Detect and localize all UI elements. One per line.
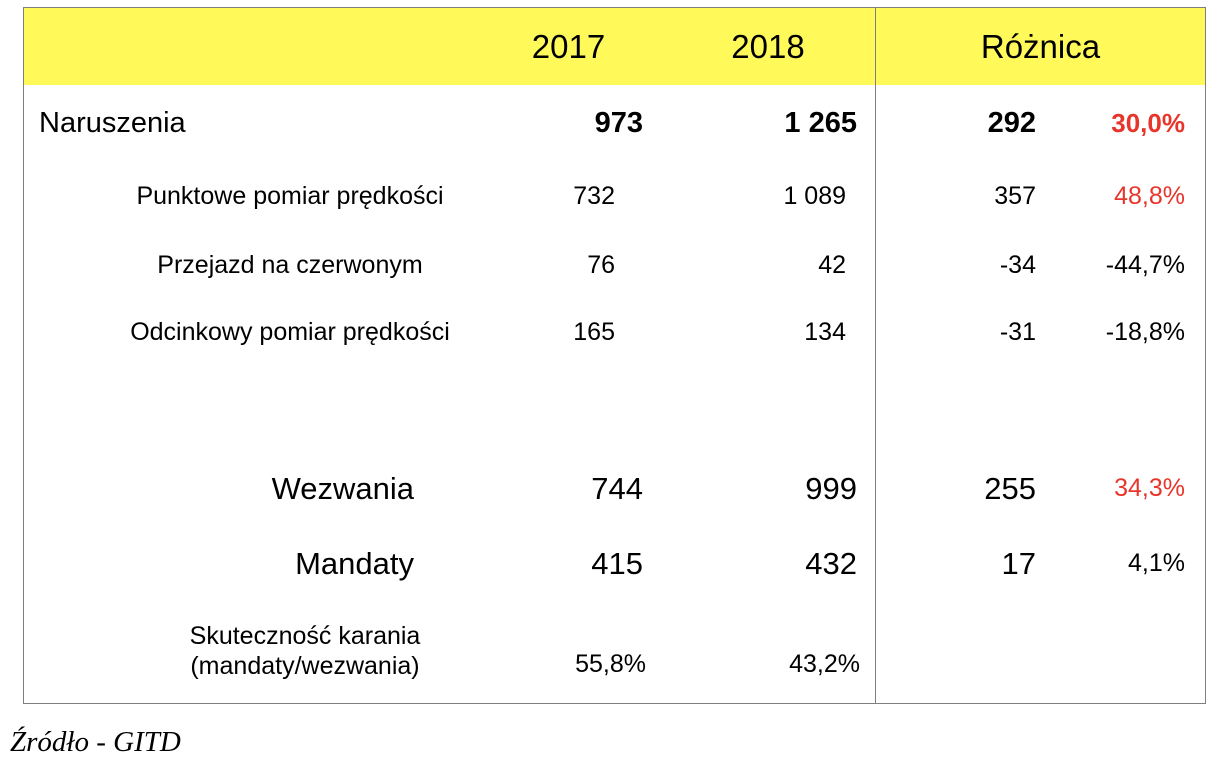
wezwania-2018: 999 (661, 451, 876, 526)
row-label-naruszenia: Naruszenia (39, 106, 186, 139)
header-2018: 2018 (661, 8, 876, 85)
odcinkowy-2018: 134 (661, 299, 876, 366)
mandaty-2017: 415 (591, 545, 643, 581)
naruszenia-2018: 1 265 (661, 85, 876, 161)
wezwania-pct: 34,3% (1114, 474, 1185, 502)
row-label-punktowe: Punktowe pomiar prędkości (136, 181, 444, 210)
skutecznosc-pct-empty (1056, 601, 1205, 703)
wezwania-2017: 744 (591, 470, 643, 506)
spacer-cell (876, 366, 1056, 451)
row-label-mandaty: Mandaty (295, 545, 414, 581)
punktowe-diff: 357 (994, 181, 1036, 210)
spacer-cell (476, 366, 661, 451)
spacer-cell (661, 366, 876, 451)
row-label-odcinkowy: Odcinkowy pomiar prędkości (130, 318, 450, 346)
spacer-cell (24, 366, 476, 451)
punktowe-2017: 732 (573, 181, 615, 210)
header-label-cell (24, 8, 476, 85)
source-caption: Źródło - GITD (10, 726, 181, 758)
mandaty-diff: 17 (1001, 545, 1036, 581)
naruszenia-2017: 973 (594, 106, 643, 139)
wezwania-diff: 255 (984, 470, 1036, 506)
punktowe-2018: 1 089 (661, 161, 876, 231)
przejazd-pct: -44,7% (1105, 250, 1185, 279)
przejazd-2017: 76 (587, 250, 615, 279)
skutecznosc-label-line1: Skuteczność karania (189, 622, 421, 650)
mandaty-2018: 432 (661, 526, 876, 601)
przejazd-2018: 42 (661, 231, 876, 299)
skutecznosc-label-line2: (mandaty/wezwania) (190, 652, 420, 680)
naruszenia-diff: 292 (987, 106, 1036, 139)
naruszenia-pct: 30,0% (1111, 107, 1185, 138)
odcinkowy-pct: -18,8% (1105, 318, 1185, 346)
skutecznosc-2017: 55,8% (575, 650, 646, 678)
odcinkowy-2017: 165 (573, 318, 615, 346)
przejazd-diff: -34 (999, 250, 1036, 279)
spacer-cell (1056, 366, 1205, 451)
header-roznica: Różnica (876, 8, 1205, 85)
skutecznosc-diff-empty (876, 601, 1056, 703)
row-label-przejazd: Przejazd na czerwonym (157, 250, 423, 279)
punktowe-pct: 48,8% (1114, 181, 1185, 210)
row-label-wezwania: Wezwania (271, 470, 414, 506)
row-label-skutecznosc: Skuteczność karania (mandaty/wezwania) (24, 601, 476, 703)
mandaty-pct: 4,1% (1128, 549, 1185, 577)
header-2017: 2017 (476, 8, 661, 85)
odcinkowy-diff: -31 (999, 318, 1036, 346)
skutecznosc-2018: 43,2% (661, 601, 876, 703)
comparison-table: 2017 2018 Różnica Naruszenia 973 1 265 2… (23, 7, 1206, 704)
